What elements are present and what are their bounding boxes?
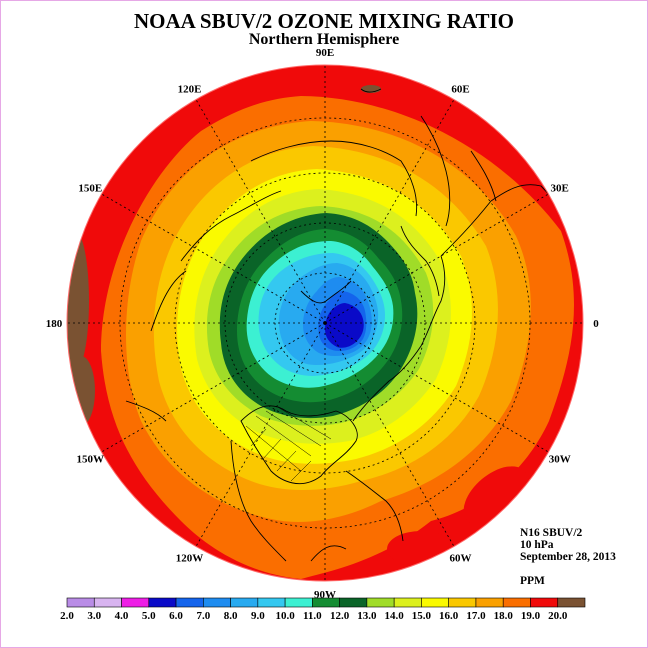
meridian-line (324, 322, 455, 547)
colorbar-swatch (366, 597, 395, 608)
date-label: September 28, 2013 (520, 551, 616, 563)
longitude-label: 150W (77, 454, 105, 466)
colorbar-tick-label: 6.0 (169, 610, 183, 622)
colorbar-tick-label: 17.0 (466, 610, 486, 622)
meridian-line (324, 99, 455, 324)
colorbar-tick-label: 4.0 (115, 610, 129, 622)
band-4-5-minimum (325, 303, 364, 348)
colorbar-tick-label: 16.0 (439, 610, 459, 622)
meridian-line (324, 193, 549, 324)
longitude-label: 30W (549, 454, 571, 466)
colorbar-tick-label: 15.0 (412, 610, 432, 622)
colorbar-swatch (312, 597, 340, 608)
colorbar-swatch (448, 597, 477, 608)
meridian-line (324, 322, 549, 453)
colorbar-tick-label: 19.0 (521, 610, 541, 622)
colorbar-tick-label: 20.0 (548, 610, 568, 622)
colorbar-tick-label: 18.0 (494, 610, 514, 622)
colorbar-swatch (284, 597, 313, 608)
meridian-line (195, 99, 326, 324)
colorbar-swatch (230, 597, 259, 608)
colorbar-swatch (339, 597, 368, 608)
longitude-label: 0 (593, 318, 599, 330)
colorbar-tick-label: 10.0 (275, 610, 295, 622)
colorbar-swatch (66, 597, 95, 608)
colorbar-tick-label: 7.0 (196, 610, 210, 622)
meridian-line (195, 322, 326, 547)
colorbar-swatch (502, 597, 531, 608)
colorbar-swatch (93, 597, 122, 608)
pressure-level-label: 10 hPa (520, 539, 554, 551)
longitude-label: 60E (451, 83, 469, 95)
coastlines (125, 88, 572, 562)
longitude-label: 150E (78, 183, 102, 195)
colorbar-tick-label: 12.0 (330, 610, 350, 622)
map-title: NOAA SBUV/2 OZONE MIXING RATIO (134, 9, 514, 33)
band-18-19-caribbean (387, 531, 455, 567)
colorbar-swatch (175, 597, 204, 608)
state-lines (245, 405, 332, 482)
colorbar-swatch (257, 597, 286, 608)
colorbar-swatch (121, 597, 150, 608)
colorbar-tick-label: 13.0 (357, 610, 377, 622)
colorbar-swatch (393, 597, 422, 608)
longitude-label: 60W (450, 553, 472, 565)
colorbar-swatch (557, 597, 586, 608)
colorbar-tick-label: 11.0 (303, 610, 322, 622)
longitude-label: 30E (551, 183, 569, 195)
colorbar-swatch (475, 597, 504, 608)
colorbar-tick-label: 9.0 (251, 610, 265, 622)
longitude-label: 120E (178, 83, 202, 95)
meridian-line (101, 193, 326, 324)
meridian-lines (67, 65, 583, 581)
colorbar-tick-label: 2.0 (60, 610, 74, 622)
colorbar-tick-label: 8.0 (224, 610, 238, 622)
colorbar-swatch (203, 597, 231, 608)
instrument-label: N16 SBUV/2 (520, 527, 583, 539)
map-boundary (66, 64, 584, 582)
colorbar: 2.0 3.0 4.0 5.0 6.0 7.0 8.0 9.0 10.0 11.0 12.0 13.0… (60, 597, 586, 622)
colorbar-tick-label: 14.0 (385, 610, 405, 622)
longitude-label: 120W (176, 553, 204, 565)
colorbar-tick-label: 3.0 (87, 610, 101, 622)
longitude-label: 90E (316, 47, 334, 59)
meridian-line (101, 322, 326, 453)
colorbar-tick-label: 5.0 (142, 610, 156, 622)
longitude-label: 180 (46, 318, 63, 330)
colorbar-swatch (421, 597, 449, 608)
map-subtitle: Northern Hemisphere (248, 31, 400, 48)
colorbar-swatch (530, 597, 559, 608)
unit-label: PPM (520, 575, 545, 587)
band-19-20-west (67, 231, 89, 371)
colorbar-swatch (148, 597, 177, 608)
ozone-field (67, 65, 583, 581)
